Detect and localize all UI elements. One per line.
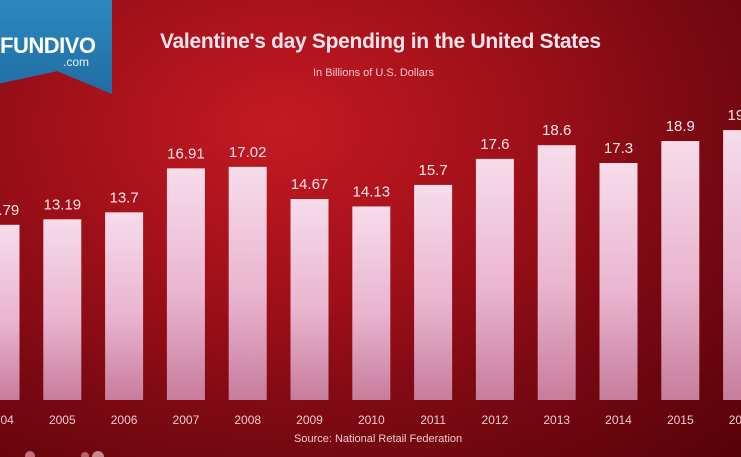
bar-2013 bbox=[537, 145, 576, 400]
x-tick-2013: 2013 bbox=[543, 413, 570, 427]
bar-2014 bbox=[599, 162, 638, 400]
bar-2009 bbox=[290, 199, 329, 400]
x-tick-2015: 2015 bbox=[667, 413, 694, 427]
chart-source: Source: National Retail Federation bbox=[294, 433, 463, 445]
bar-2008 bbox=[228, 166, 267, 400]
hearts-decoration bbox=[25, 451, 104, 457]
value-label-2013: 18.6 bbox=[542, 122, 571, 139]
bar-2007 bbox=[166, 168, 205, 400]
x-tick-2009: 2009 bbox=[296, 413, 323, 427]
x-tick-2007: 2007 bbox=[173, 413, 200, 427]
value-label-2007: 16.91 bbox=[167, 145, 205, 162]
x-tick-2008: 2008 bbox=[234, 413, 261, 427]
value-label-2005: 13.19 bbox=[44, 196, 82, 213]
bar-2006 bbox=[105, 212, 144, 400]
value-label-2010: 14.13 bbox=[353, 183, 391, 200]
value-label-2016: 19.7 bbox=[727, 107, 741, 124]
bar-2015 bbox=[661, 141, 700, 400]
bar-2011 bbox=[414, 184, 453, 400]
x-tick-2016: 2016 bbox=[729, 413, 741, 427]
chart-title: Valentine's day Spending in the United S… bbox=[160, 30, 601, 53]
value-label-2012: 17.6 bbox=[480, 136, 509, 153]
x-tick-2010: 2010 bbox=[358, 413, 385, 427]
x-tick-2012: 2012 bbox=[482, 413, 509, 427]
value-label-2009: 14.67 bbox=[291, 176, 329, 193]
bar-2005 bbox=[43, 219, 82, 400]
value-label-2008: 17.02 bbox=[229, 144, 267, 161]
chart-subtitle: In Billions of U.S. Dollars bbox=[313, 67, 435, 79]
x-tick-2005: 2005 bbox=[49, 413, 76, 427]
value-label-2014: 17.3 bbox=[604, 140, 633, 157]
value-label-2011: 15.7 bbox=[418, 162, 447, 179]
x-tick-2014: 2014 bbox=[605, 413, 632, 427]
value-label-2006: 13.7 bbox=[109, 189, 138, 206]
x-tick-2004: 2004 bbox=[0, 413, 14, 427]
logo-text: FUNDIVO bbox=[0, 33, 96, 58]
bar-2012 bbox=[475, 158, 514, 400]
logo-domain: .com bbox=[63, 55, 90, 69]
bar-2016 bbox=[723, 130, 741, 401]
bar-2004 bbox=[0, 224, 20, 400]
value-label-2015: 18.9 bbox=[666, 118, 695, 135]
x-tick-2011: 2011 bbox=[420, 413, 446, 427]
value-label-2004: 12.79 bbox=[0, 202, 19, 219]
bar-2010 bbox=[352, 206, 391, 400]
x-tick-2006: 2006 bbox=[111, 413, 138, 427]
